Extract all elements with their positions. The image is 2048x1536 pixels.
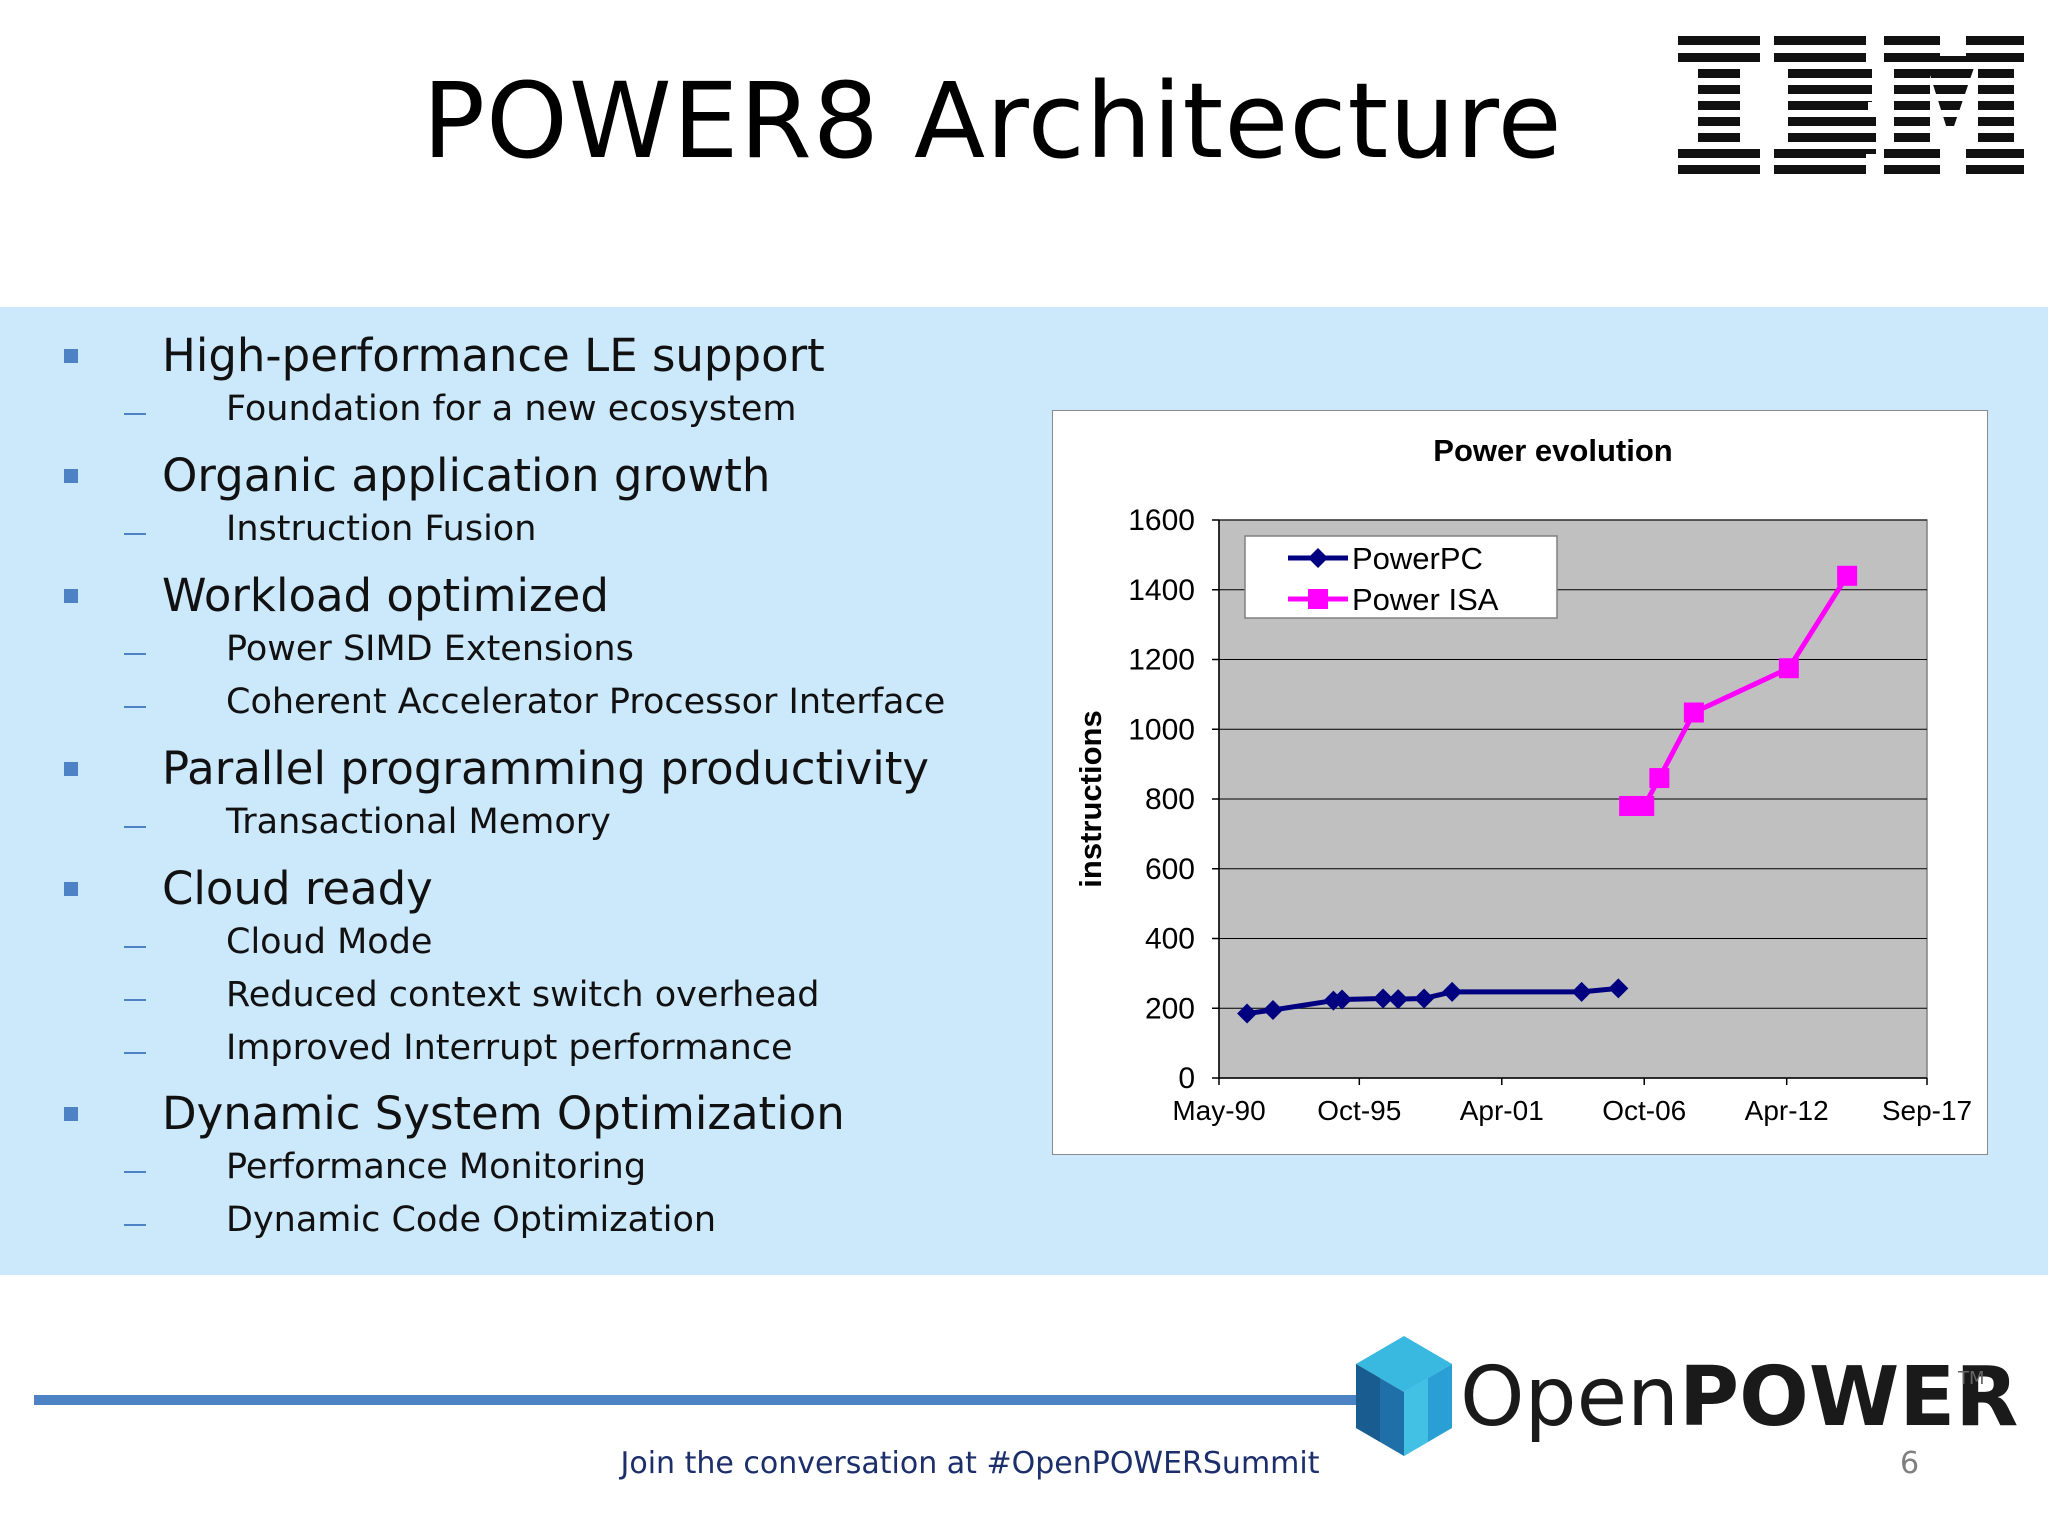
data-point: [1262, 999, 1283, 1020]
data-point: [1373, 988, 1394, 1009]
dash-bullet-icon: [124, 826, 146, 828]
dash-bullet-icon: [124, 533, 146, 535]
bullet-text: Cloud ready: [162, 862, 433, 915]
openpower-power: POWER: [1679, 1350, 2019, 1445]
chart-title: Power evolution: [1433, 433, 1672, 468]
y-tick-label: 800: [1145, 783, 1195, 816]
sub-bullet-text: Instruction Fusion: [226, 509, 537, 549]
sub-bullet-text: Improved Interrupt performance: [226, 1028, 793, 1068]
y-tick-label: 1400: [1128, 574, 1195, 607]
data-point: [1332, 989, 1353, 1010]
data-point: [1388, 989, 1409, 1010]
bullet-list: High-performance LE support Foundation f…: [0, 307, 1040, 1275]
legend-marker: [1308, 589, 1328, 609]
power-evolution-chart: 0 200 400 600 800 1000 1200 1400 1600 May-90 Oct-9…: [1052, 410, 1988, 1155]
square-bullet-icon: [64, 349, 78, 363]
sub-bullet-text: Reduced context switch overhead: [226, 975, 820, 1015]
sub-bullet-text: Coherent Accelerator Processor Interface: [226, 682, 946, 722]
dash-bullet-icon: [124, 946, 146, 948]
footer-tagline: Join the conversation at #OpenPOWERSummi…: [620, 1446, 1320, 1481]
dash-bullet-icon: [124, 653, 146, 655]
sub-bullet-text: Dynamic Code Optimization: [226, 1200, 717, 1240]
openpower-wordmark: OpenPOWER: [1460, 1350, 2018, 1445]
square-bullet-icon: [64, 469, 78, 483]
data-point: [1634, 795, 1655, 816]
bullet-text: Parallel programming productivity: [162, 742, 930, 795]
square-bullet-icon: [64, 589, 78, 603]
content-band: High-performance LE support Foundation f…: [0, 307, 2048, 1275]
sub-bullet-text: Power SIMD Extensions: [226, 629, 634, 669]
data-point: [1414, 988, 1435, 1009]
data-point: [1571, 981, 1592, 1002]
data-point: [1237, 1003, 1258, 1024]
x-tick-label: Apr-12: [1745, 1095, 1829, 1126]
x-tick-label: Oct-95: [1317, 1095, 1401, 1126]
x-tick-label: Oct-06: [1602, 1095, 1686, 1126]
dash-bullet-icon: [124, 1224, 146, 1226]
legend-box: [1244, 535, 1558, 619]
bullet-text: High-performance LE support: [162, 329, 825, 382]
x-tick-label: Apr-01: [1460, 1095, 1544, 1126]
data-point: [1683, 702, 1704, 723]
data-point: [1649, 768, 1670, 789]
footer-divider: [34, 1395, 1374, 1405]
square-bullet-icon: [64, 1107, 78, 1121]
openpower-cube-icon: [1356, 1336, 1452, 1456]
dash-bullet-icon: [124, 1171, 146, 1173]
dash-bullet-icon: [124, 999, 146, 1001]
data-point: [1778, 658, 1799, 679]
legend-label: Power ISA: [1352, 582, 1499, 617]
x-tick-label: May-90: [1172, 1095, 1265, 1126]
data-point: [1442, 981, 1463, 1002]
y-tick-label: 200: [1145, 992, 1195, 1025]
page-number: 6: [1900, 1446, 1920, 1481]
y-tick-label: 600: [1145, 853, 1195, 886]
y-tick-label: 1200: [1128, 644, 1195, 677]
y-axis-label: instructions: [1073, 710, 1108, 887]
square-bullet-icon: [64, 762, 78, 776]
bullet-text: Dynamic System Optimization: [162, 1087, 845, 1140]
ibm-logo: [1678, 36, 2024, 176]
sub-bullet-text: Cloud Mode: [226, 922, 433, 962]
slide-title: POWER8 Architecture: [422, 60, 1563, 182]
y-tick-label: 1600: [1128, 504, 1195, 537]
bullet-text: Organic application growth: [162, 449, 771, 502]
y-tick-label: 0: [1178, 1062, 1195, 1095]
square-bullet-icon: [64, 882, 78, 896]
chart-svg: 0 200 400 600 800 1000 1200 1400 1600 May-90 Oct-9…: [1073, 433, 1972, 1126]
legend-label: PowerPC: [1352, 541, 1483, 576]
x-tick-label: Sep-17: [1882, 1095, 1972, 1126]
trademark-mark: TM: [1958, 1368, 1985, 1389]
sub-bullet-text: Foundation for a new ecosystem: [226, 389, 797, 429]
data-point: [1837, 565, 1858, 586]
dash-bullet-icon: [124, 706, 146, 708]
y-tick-label: 1000: [1128, 713, 1195, 746]
sub-bullet-text: Performance Monitoring: [226, 1147, 647, 1187]
sub-bullet-text: Transactional Memory: [226, 802, 611, 842]
legend-marker: [1308, 548, 1328, 568]
y-tick-label: 400: [1145, 923, 1195, 956]
dash-bullet-icon: [124, 1052, 146, 1054]
openpower-open: Open: [1460, 1350, 1680, 1445]
bullet-text: Workload optimized: [162, 569, 609, 622]
data-point: [1619, 795, 1640, 816]
data-point: [1608, 978, 1629, 999]
dash-bullet-icon: [124, 413, 146, 415]
